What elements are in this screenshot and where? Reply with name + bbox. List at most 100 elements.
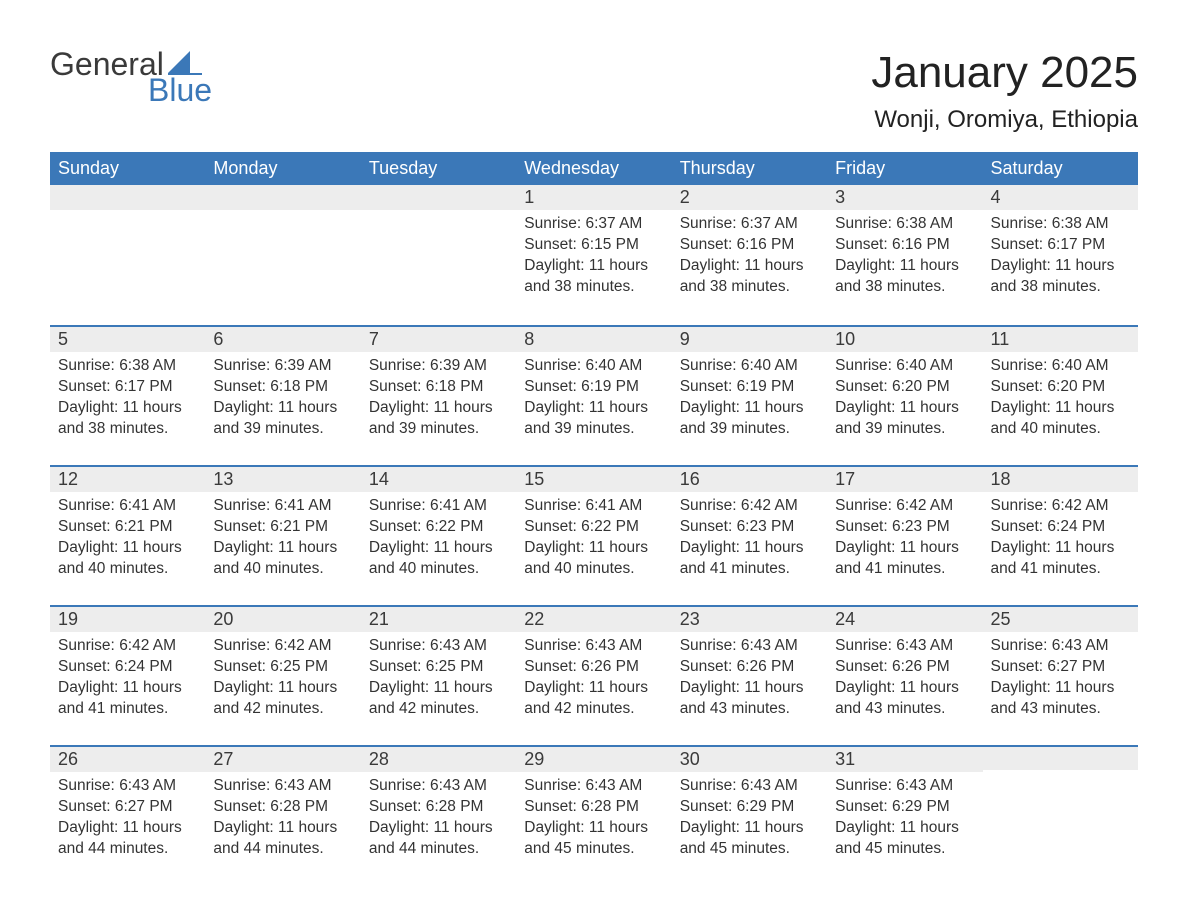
calendar-cell: 20 Sunrise: 6:42 AMSunset: 6:25 PMDayligh… [205,605,360,745]
day-number: 13 [205,465,360,492]
day-details: Sunrise: 6:43 AMSunset: 6:28 PMDaylight:… [205,772,360,866]
day-number: 17 [827,465,982,492]
sunset-line: Sunset: 6:18 PM [213,377,352,398]
sunset-line: Sunset: 6:28 PM [213,797,352,818]
sunrise-line: Sunrise: 6:42 AM [213,636,352,657]
sunrise-line: Sunrise: 6:43 AM [58,776,197,797]
day-number: 6 [205,325,360,352]
sunrise-value: 6:43 AM [741,637,798,654]
daylight-line: Daylight: 11 hours and 42 minutes. [524,678,663,720]
sunrise-line: Sunrise: 6:43 AM [680,776,819,797]
sunrise-line: Sunrise: 6:41 AM [58,496,197,517]
sunset-value: 6:24 PM [115,658,173,675]
sunset-line: Sunset: 6:29 PM [835,797,974,818]
daylight-line: Daylight: 11 hours and 43 minutes. [680,678,819,720]
empty-day-header [983,745,1138,770]
day-details: Sunrise: 6:37 AMSunset: 6:15 PMDaylight:… [516,210,671,304]
day-number: 11 [983,325,1138,352]
sunrise-label: Sunrise: [58,637,115,654]
calendar-cell: 19Sunrise: 6:42 AMSunset: 6:24 PMDayligh… [50,605,205,745]
sunrise-label: Sunrise: [58,357,115,374]
day-number: 2 [672,185,827,210]
daylight-line: Daylight: 11 hours and 43 minutes. [991,678,1130,720]
daylight-line: Daylight: 11 hours and 38 minutes. [524,256,663,298]
sunrise-label: Sunrise: [524,497,581,514]
sunrise-line: Sunrise: 6:37 AM [680,214,819,235]
sunset-line: Sunset: 6:19 PM [524,377,663,398]
sunrise-label: Sunrise: [991,497,1048,514]
sunset-value: 6:22 PM [426,518,484,535]
sunset-value: 6:26 PM [581,658,639,675]
sunrise-value: 6:38 AM [119,357,176,374]
sunrise-label: Sunrise: [680,357,737,374]
sunrise-value: 6:43 AM [896,637,953,654]
day-number: 9 [672,325,827,352]
sunset-line: Sunset: 6:24 PM [58,657,197,678]
calendar-week-row: 5Sunrise: 6:38 AMSunset: 6:17 PMDaylight… [50,325,1138,465]
day-number: 31 [827,745,982,772]
daylight-line: Daylight: 11 hours and 40 minutes. [213,538,352,580]
sunrise-line: Sunrise: 6:42 AM [680,496,819,517]
daylight-line: Daylight: 11 hours and 43 minutes. [835,678,974,720]
calendar-cell: 14Sunrise: 6:41 AMSunset: 6:22 PMDayligh… [361,465,516,605]
daylight-label: Daylight: [213,679,273,696]
sunset-line: Sunset: 6:15 PM [524,235,663,256]
day-number: 4 [983,185,1138,210]
day-number: 20 [205,605,360,632]
daylight-label: Daylight: [524,819,584,836]
day-number: 29 [516,745,671,772]
sunrise-line: Sunrise: 6:42 AM [991,496,1130,517]
sunrise-label: Sunrise: [369,777,426,794]
sunrise-value: 6:42 AM [119,637,176,654]
calendar-cell: 24Sunrise: 6:43 AMSunset: 6:26 PMDayligh… [827,605,982,745]
sunset-line: Sunset: 6:22 PM [369,517,508,538]
day-number: 21 [361,605,516,632]
sunrise-value: 6:42 AM [741,497,798,514]
logo-word1: General [50,48,164,80]
sunrise-value: 6:41 AM [430,497,487,514]
day-details: Sunrise: 6:43 AMSunset: 6:28 PMDaylight:… [361,772,516,866]
daylight-label: Daylight: [680,819,740,836]
daylight-label: Daylight: [835,539,895,556]
sunset-value: 6:23 PM [892,518,950,535]
sunset-value: 6:18 PM [426,378,484,395]
sunset-line: Sunset: 6:27 PM [991,657,1130,678]
sunrise-line: Sunrise: 6:43 AM [835,776,974,797]
sunrise-label: Sunrise: [835,637,892,654]
sunset-label: Sunset: [835,518,888,535]
daylight-label: Daylight: [680,679,740,696]
day-number: 3 [827,185,982,210]
sunrise-value: 6:43 AM [741,777,798,794]
calendar-cell: 2Sunrise: 6:37 AMSunset: 6:16 PMDaylight… [672,185,827,325]
calendar-cell [205,185,360,325]
sunset-line: Sunset: 6:19 PM [680,377,819,398]
day-number: 26 [50,745,205,772]
daylight-label: Daylight: [835,679,895,696]
calendar-cell [50,185,205,325]
day-details: Sunrise: 6:43 AMSunset: 6:26 PMDaylight:… [827,632,982,726]
daylight-label: Daylight: [58,399,118,416]
sunrise-label: Sunrise: [58,497,115,514]
sunset-label: Sunset: [835,798,888,815]
day-details: Sunrise: 6:43 AMSunset: 6:29 PMDaylight:… [672,772,827,866]
calendar-cell: 18Sunrise: 6:42 AMSunset: 6:24 PMDayligh… [983,465,1138,605]
day-details: Sunrise: 6:41 AMSunset: 6:21 PMDaylight:… [205,492,360,586]
day-details: Sunrise: 6:39 AMSunset: 6:18 PMDaylight:… [205,352,360,446]
sunrise-label: Sunrise: [369,357,426,374]
sunrise-value: 6:38 AM [1052,215,1109,232]
sunset-line: Sunset: 6:23 PM [680,517,819,538]
sunset-value: 6:28 PM [581,798,639,815]
weekday-header: Thursday [672,152,827,185]
sunrise-value: 6:43 AM [275,777,332,794]
calendar-cell: 28Sunrise: 6:43 AMSunset: 6:28 PMDayligh… [361,745,516,885]
daylight-line: Daylight: 11 hours and 39 minutes. [835,398,974,440]
sunset-line: Sunset: 6:25 PM [213,657,352,678]
sunset-line: Sunset: 6:17 PM [991,235,1130,256]
calendar-week-row: 19Sunrise: 6:42 AMSunset: 6:24 PMDayligh… [50,605,1138,745]
sunset-value: 6:25 PM [270,658,328,675]
sunset-line: Sunset: 6:22 PM [524,517,663,538]
day-details: Sunrise: 6:42 AMSunset: 6:23 PMDaylight:… [672,492,827,586]
day-details: Sunrise: 6:42 AMSunset: 6:23 PMDaylight:… [827,492,982,586]
sunrise-line: Sunrise: 6:43 AM [991,636,1130,657]
calendar-cell: 8Sunrise: 6:40 AMSunset: 6:19 PMDaylight… [516,325,671,465]
